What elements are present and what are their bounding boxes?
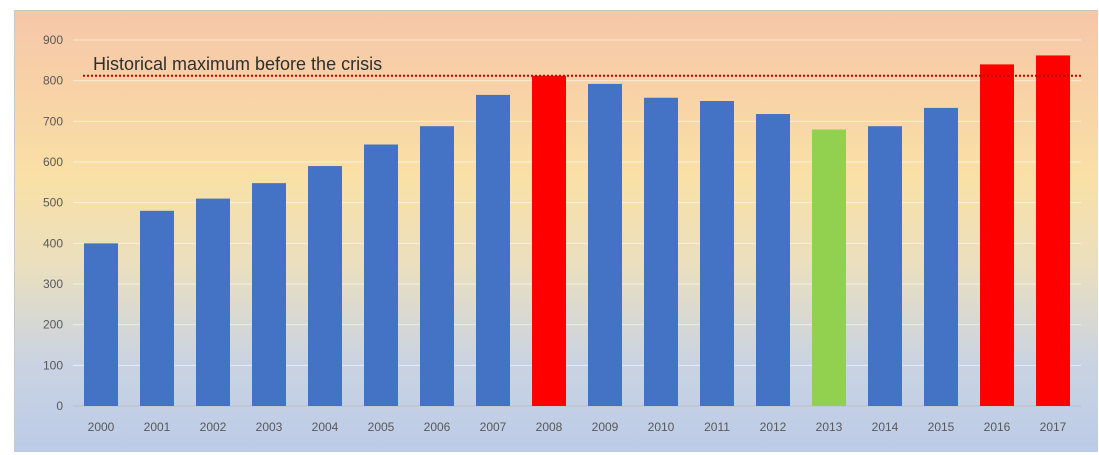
bar-2014 [868,126,902,407]
bar-2001 [140,210,174,406]
x-tick-label: 2015 [928,420,955,434]
bar-2007 [476,94,510,407]
y-tick-label: 600 [43,155,63,169]
gridlines [73,39,1081,407]
bar-2003 [252,183,286,406]
bar-2008 [532,75,566,406]
y-tick-label: 800 [43,74,63,88]
bar-2010 [644,97,678,406]
x-tick-label: 2012 [760,420,787,434]
x-tick-label: 2003 [256,420,283,434]
y-tick-label: 0 [56,399,63,413]
y-tick-label: 500 [43,196,63,210]
bars [84,55,1070,407]
bar-2012 [756,114,790,406]
bar-2004 [308,166,342,406]
x-tick-label: 2014 [872,420,899,434]
bar-2006 [420,126,454,407]
bar-2013 [812,129,846,406]
bar-2002 [196,198,230,406]
x-tick-label: 2009 [592,420,619,434]
x-tick-label: 2007 [480,420,507,434]
chart-frame: Historical maximum before the crisis 0 10… [14,10,1098,452]
x-tick-label: 2008 [536,420,563,434]
x-tick-label: 2016 [984,420,1011,434]
bar-2016 [980,64,1014,407]
y-axis-ticks: 0 100 200 300 400 500 600 700 800 900 [43,33,63,413]
bar-2009 [588,83,622,407]
bar-2011 [700,101,734,406]
x-tick-label: 2000 [88,420,115,434]
x-tick-label: 2010 [648,420,675,434]
y-tick-label: 700 [43,114,63,128]
bar-2017 [1036,55,1070,406]
y-tick-label: 400 [43,236,63,250]
x-tick-label: 2002 [200,420,227,434]
y-tick-label: 900 [43,33,63,47]
x-tick-label: 2017 [1040,420,1067,434]
x-tick-label: 2001 [144,420,171,434]
reference-line-label: Historical maximum before the crisis [93,54,382,74]
y-tick-label: 300 [43,277,63,291]
bar-chart: Historical maximum before the crisis 0 10… [43,33,1081,434]
bar-2005 [364,144,398,406]
bar-2000 [84,243,118,406]
x-tick-label: 2005 [368,420,395,434]
x-tick-label: 2006 [424,420,451,434]
reference-line-group: Historical maximum before the crisis [83,54,1081,77]
x-tick-label: 2011 [704,420,730,434]
y-tick-label: 200 [43,318,63,332]
bar-2015 [924,107,958,406]
x-tick-label: 2013 [816,420,843,434]
x-tick-label: 2004 [312,420,339,434]
x-axis-ticks: 2000 2001 2002 2003 2004 2005 2006 2007 2008 2009… [88,420,1067,434]
y-tick-label: 100 [43,358,63,372]
